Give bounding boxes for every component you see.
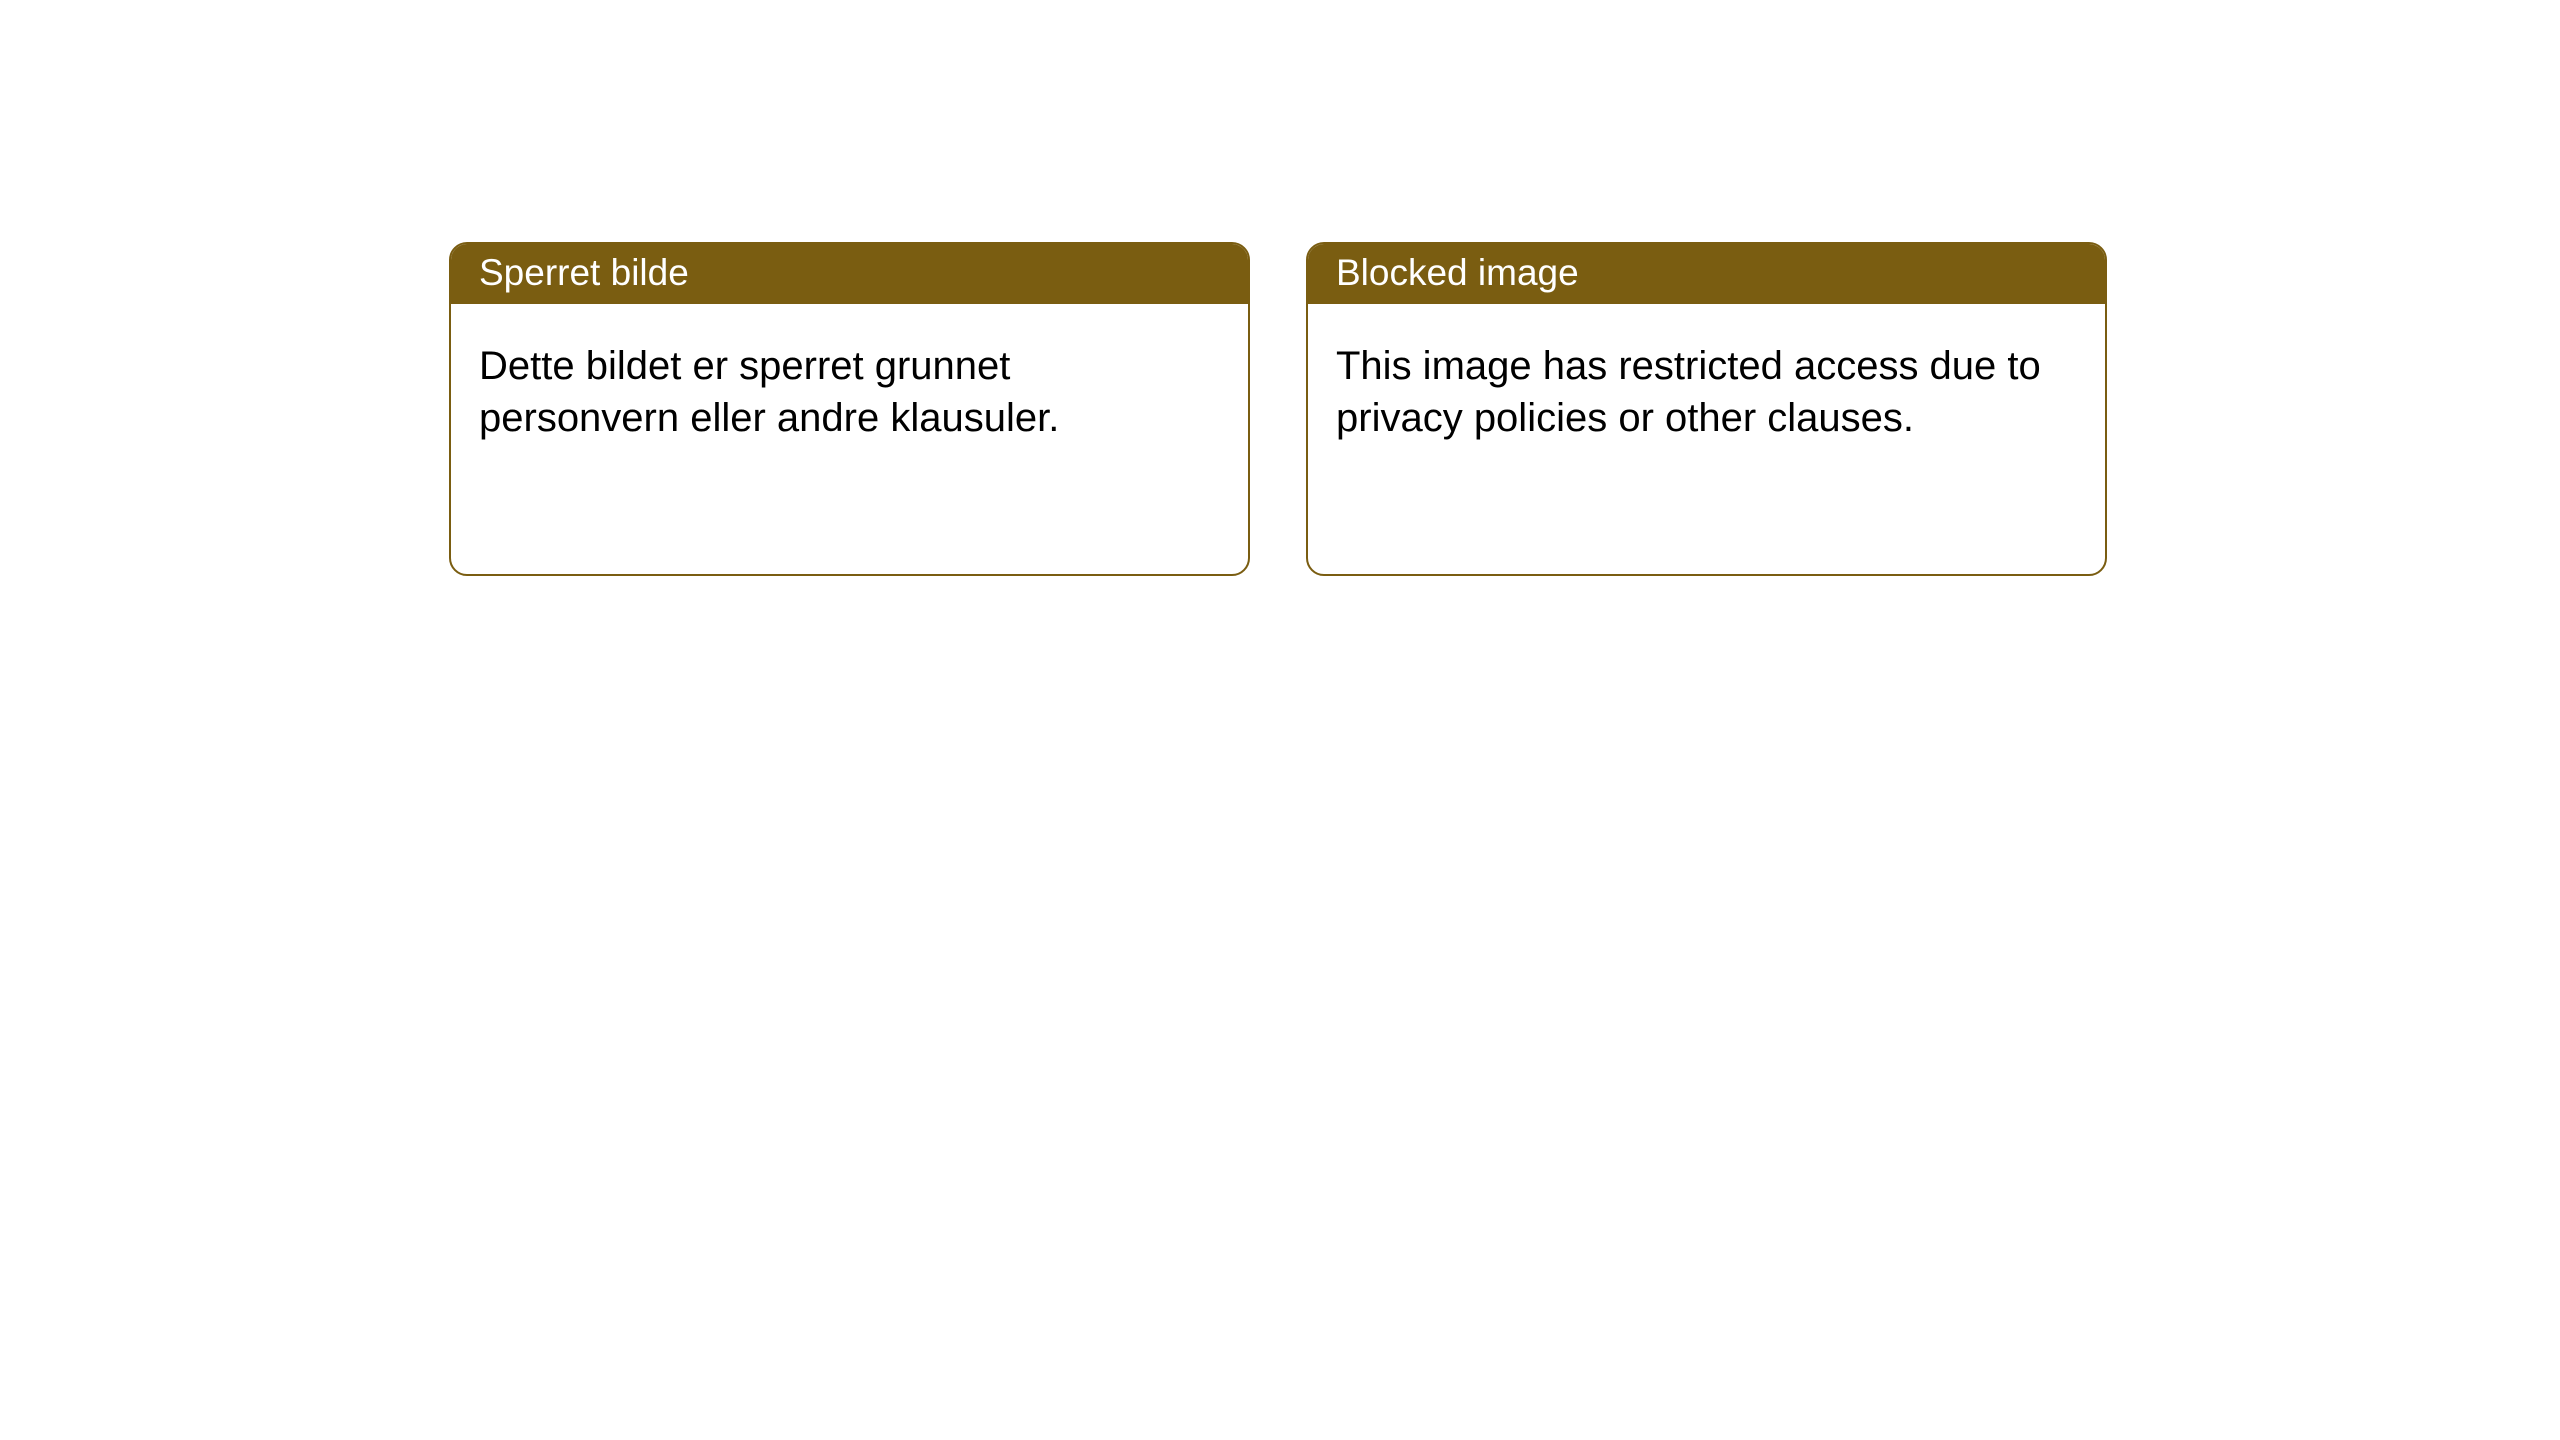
notice-header: Blocked image [1308, 244, 2105, 304]
notice-card-norwegian: Sperret bilde Dette bildet er sperret gr… [449, 242, 1250, 576]
notice-body: Dette bildet er sperret grunnet personve… [451, 304, 1248, 472]
notice-container: Sperret bilde Dette bildet er sperret gr… [0, 0, 2560, 576]
notice-card-english: Blocked image This image has restricted … [1306, 242, 2107, 576]
notice-body: This image has restricted access due to … [1308, 304, 2105, 472]
notice-header: Sperret bilde [451, 244, 1248, 304]
